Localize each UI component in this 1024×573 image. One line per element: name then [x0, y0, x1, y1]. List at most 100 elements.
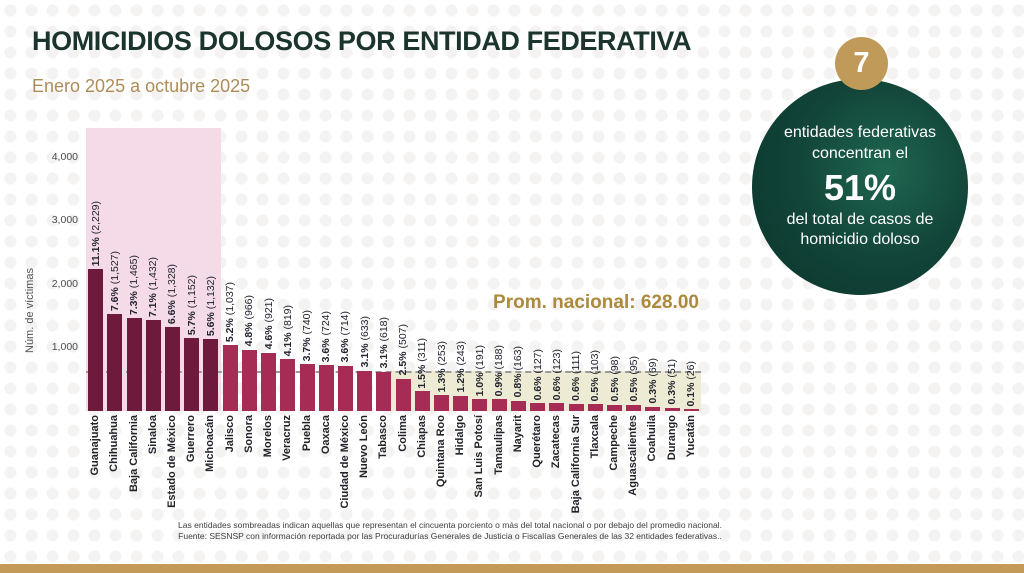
x-axis-cell-hidalgo: Hidalgo	[451, 415, 470, 455]
bar-slot-nayarit: 0.8% (163)	[509, 128, 528, 411]
bar-aguascalientes	[626, 404, 642, 411]
x-axis-cell-san-luis-potosi: San Luis Potosí	[470, 415, 489, 498]
bar-colima	[395, 378, 411, 411]
x-axis-label-quintana-roo: Quintana Roo	[435, 415, 448, 488]
x-axis-label-yucatan: Yucatán	[684, 415, 697, 458]
x-axis-cell-baja-california-sur: Baja California Sur	[566, 415, 585, 513]
bar-slot-san-luis-potosi: 1.0% (191)	[470, 128, 489, 411]
bar-value-label-oaxaca: 3.6% (724)	[319, 310, 332, 363]
bar-sonora	[241, 349, 257, 411]
x-axis-label-puebla: Puebla	[300, 415, 313, 452]
x-axis-labels: Guanajuato Chihuahua Baja California Sinalo…	[86, 415, 701, 513]
bar-tabasco	[376, 371, 392, 411]
bar-slot-zacatecas: 0.6% (123)	[547, 128, 566, 411]
x-axis-cell-chihuahua: Chihuahua	[105, 415, 124, 472]
x-axis-cell-sinaloa: Sinaloa	[144, 415, 163, 454]
x-axis-cell-chiapas: Chiapas	[413, 415, 432, 458]
bar-value-label-tabasco: 3.1% (618)	[377, 317, 390, 369]
bar-slot-durango: 0.3% (51)	[663, 128, 682, 411]
x-axis-label-michoacan: Michoacán	[204, 415, 217, 472]
bar-value-label-veracruz: 4.1% (819)	[281, 304, 294, 356]
x-axis-label-tamaulipas: Tamaulipas	[492, 415, 505, 475]
bar-ciudad-de-mexico	[337, 365, 353, 411]
bar-sinaloa	[145, 320, 161, 411]
x-axis-cell-puebla: Puebla	[297, 415, 316, 451]
bar-slot-oaxaca: 3.6% (724)	[317, 128, 336, 411]
bar-value-label-sinaloa: 7.1% (1,432)	[147, 256, 160, 318]
bar-value-label-nayarit: 0.8% (163)	[512, 346, 525, 398]
bar-baja-california	[126, 317, 142, 411]
bar-slot-yucatan: 0.1% (26)	[682, 128, 701, 411]
bar-slot-hidalgo: 1.2% (243)	[451, 128, 470, 411]
bar-zacatecas	[549, 403, 565, 411]
bar-nayarit	[510, 400, 526, 411]
x-axis-label-coahuila: Coahuila	[646, 415, 659, 462]
bar-value-label-guerrero: 5.7% (1,152)	[185, 274, 198, 335]
x-axis-cell-baja-california: Baja California	[124, 415, 143, 492]
x-axis-label-oaxaca: Oaxaca	[319, 415, 332, 455]
x-axis-label-ciudad-de-mexico: Ciudad de México	[338, 415, 351, 509]
x-axis-label-queretaro: Querétaro	[531, 415, 544, 468]
bar-slot-jalisco: 5.2% (1,037)	[221, 128, 240, 411]
bar-value-label-aguascalientes: 0.5% (95)	[627, 356, 640, 402]
badge-line-3: del total de casos de	[786, 210, 934, 228]
x-axis-cell-durango: Durango	[663, 415, 682, 460]
x-axis-cell-oaxaca: Oaxaca	[317, 415, 336, 454]
bar-slot-puebla: 3.7% (740)	[297, 128, 316, 411]
bar-slot-chiapas: 1.5% (311)	[413, 128, 432, 411]
x-axis-cell-campeche: Campeche	[605, 415, 624, 471]
x-axis-label-morelos: Morelos	[262, 415, 275, 458]
x-axis-cell-queretaro: Querétaro	[528, 415, 547, 468]
bar-quintana-roo	[434, 394, 450, 411]
bar-value-label-tlaxcala: 0.5% (103)	[589, 350, 602, 402]
national-average-label: Prom. nacional: 628.00	[493, 292, 699, 313]
bar-slot-baja-california-sur: 0.6% (111)	[566, 128, 585, 411]
bar-jalisco	[222, 345, 238, 411]
bar-michoacan	[203, 339, 219, 411]
x-axis-cell-zacatecas: Zacatecas	[547, 415, 566, 468]
bar-slot-michoacan: 5.6% (1,132)	[201, 128, 220, 411]
x-axis-cell-colima: Colima	[394, 415, 413, 452]
x-axis-label-colima: Colima	[396, 415, 409, 452]
footer-accent-bar	[0, 564, 1024, 573]
x-axis-label-hidalgo: Hidalgo	[454, 415, 467, 456]
bar-coahuila	[645, 406, 661, 411]
x-axis-cell-jalisco: Jalisco	[221, 415, 240, 452]
bar-value-label-durango: 0.3% (51)	[665, 359, 678, 405]
x-axis-cell-tabasco: Tabasco	[374, 415, 393, 459]
x-axis-cell-quintana-roo: Quintana Roo	[432, 415, 451, 487]
x-axis-label-zacatecas: Zacatecas	[550, 415, 563, 469]
bar-value-label-estado-de-mexico: 6.6% (1,328)	[166, 263, 179, 324]
x-axis-label-baja-california: Baja California	[127, 415, 140, 493]
bar-slot-coahuila: 0.3% (69)	[643, 128, 662, 411]
bar-slot-ciudad-de-mexico: 3.6% (714)	[336, 128, 355, 411]
x-axis-cell-ciudad-de-mexico: Ciudad de México	[336, 415, 355, 509]
bar-veracruz	[280, 359, 296, 411]
y-axis-tick: 2,000	[51, 277, 78, 290]
bar-value-label-queretaro: 0.6% (127)	[531, 348, 544, 400]
y-axis-tick: 1,000	[51, 341, 78, 354]
badge-line-4: homicidio doloso	[800, 231, 920, 249]
y-axis-tick: 3,000	[51, 214, 78, 227]
page-subtitle: Enero 2025 a octubre 2025	[32, 76, 251, 96]
bar-slot-campeche: 0.5% (98)	[605, 128, 624, 411]
bar-value-label-sonora: 4.8% (966)	[243, 295, 256, 347]
bar-value-label-quintana-roo: 1.3% (253)	[435, 340, 448, 392]
bar-slot-guerrero: 5.7% (1,152)	[182, 128, 201, 411]
bar-slot-veracruz: 4.1% (819)	[278, 128, 297, 411]
x-axis-label-sonora: Sonora	[242, 415, 255, 453]
badge-count: 7	[835, 37, 888, 90]
x-axis-label-san-luis-potosi: San Luis Potosí	[473, 415, 486, 498]
bar-guerrero	[184, 337, 200, 411]
bar-slot-tamaulipas: 0.9% (188)	[490, 128, 509, 411]
x-axis-cell-tlaxcala: Tlaxcala	[586, 415, 605, 458]
y-axis: 1,000 2,000 3,000 4,000	[16, 128, 78, 411]
bar-value-label-san-luis-potosi: 1.0% (191)	[473, 344, 486, 396]
x-axis-cell-michoacan: Michoacán	[201, 415, 220, 472]
x-axis-cell-aguascalientes: Aguascalientes	[624, 415, 643, 496]
badge-count-number: 7	[853, 47, 870, 79]
bar-value-label-zacatecas: 0.6% (123)	[550, 348, 563, 401]
footnote-line-2: Fuente: SESNSP con información reportada…	[178, 531, 722, 542]
bar-value-label-coahuila: 0.3% (69)	[646, 358, 659, 404]
bar-value-label-baja-california: 7.3% (1,465)	[127, 254, 140, 315]
